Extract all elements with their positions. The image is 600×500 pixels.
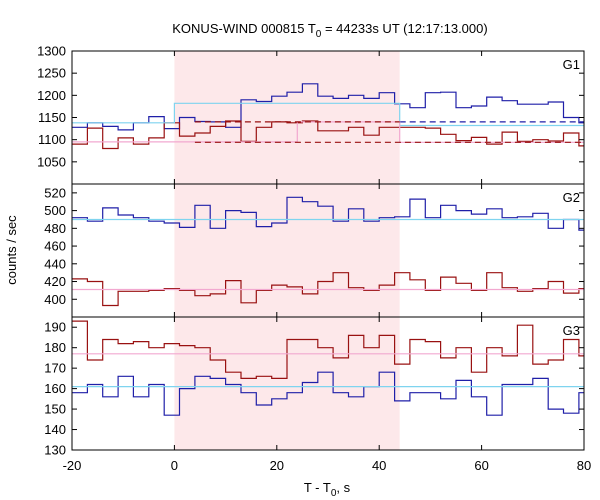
panel-g2-plot [72,196,584,307]
x-tick-label: -20 [63,458,82,473]
panel-g1-plot [72,83,584,150]
x-tick-label: 80 [577,458,591,473]
highlight-region [174,51,400,450]
panel-g3-y-tick-label: 160 [44,381,66,396]
panel-g3-y-tick-label: 150 [44,402,66,417]
panel-g2-y-tick-label: 400 [44,292,66,307]
panel-g3-y-tick-label: 140 [44,422,66,437]
x-axis-label-main: T - T [304,480,331,495]
x-axis-label-rest: , s [336,480,350,495]
panel-g3-series-1 [72,371,584,416]
panel-g2-y-tick-label: 500 [44,203,66,218]
panel-g3-y-tick-label: 170 [44,361,66,376]
panel-g1-y-tick-label: 1300 [37,44,66,59]
panel-g3-y-tick-label: 180 [44,340,66,355]
panel-g2-y-tick-label: 420 [44,274,66,289]
panel-label-g3: G3 [563,323,580,338]
panel-g2-y-tick-label: 460 [44,239,66,254]
panel-g1-y-tick-label: 1100 [38,132,66,147]
panel-g1-y-tick-label: 1200 [37,88,66,103]
chart-title-rest: = 44233s UT (12:17:13.000) [321,21,487,36]
panel-label-g2: G2 [563,190,580,205]
x-tick-label: 0 [171,458,178,473]
panel-label-g1: G1 [563,57,580,72]
x-axis-label: T - T0, s [304,480,351,499]
panel-g2-series-2 [72,272,584,307]
panel-g1-y-tick-label: 1050 [37,154,66,169]
x-tick-label: 40 [372,458,386,473]
panel-g3-plot [72,320,584,416]
chart-title-main: KONUS-WIND 000815 T [172,21,316,36]
chart-title-sub: 0 [316,29,322,40]
x-tick-label: 20 [270,458,284,473]
x-axis-label-sub: 0 [331,488,337,499]
panel-g1-fit-1 [72,102,584,127]
panel-g2-y-tick-label: 440 [44,256,66,271]
panel-g2-y-tick-label: 480 [44,221,66,236]
panel-g1-series-2 [72,120,584,150]
y-axis-label: counts / sec [4,215,19,285]
panel-g1-y-tick-label: 1150 [38,110,66,125]
panel-g2-y-tick-label: 520 [44,185,66,200]
panel-g3-y-tick-label: 190 [44,320,66,335]
panel-g1-y-tick-label: 1250 [37,66,66,81]
x-tick-label: 60 [474,458,488,473]
panel-g3-y-tick-label: 130 [44,443,66,458]
panel-g2-series-1 [72,196,584,231]
chart-title: KONUS-WIND 000815 T0 = 44233s UT (12:17:… [172,21,487,40]
panel-g3-frame [71,316,585,451]
